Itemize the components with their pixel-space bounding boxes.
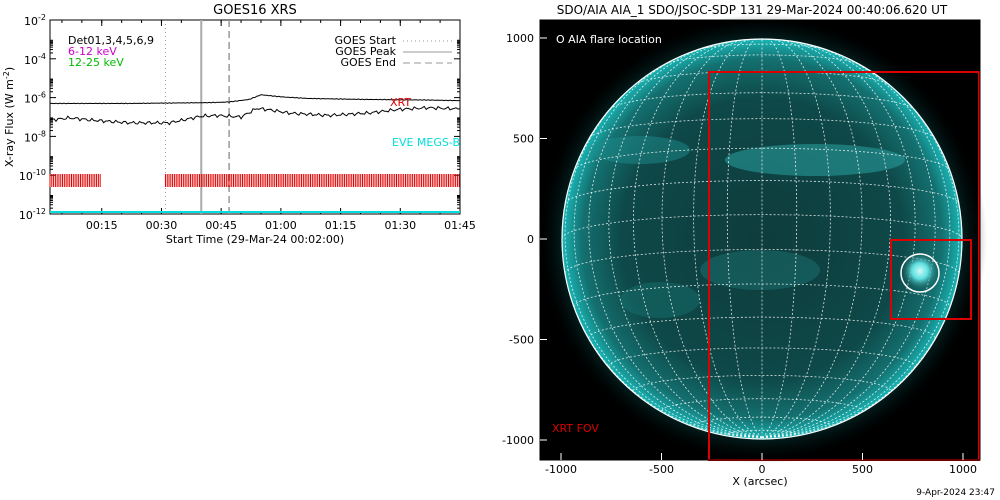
xrt-label: XRT [390, 96, 411, 109]
aia-x-axis-label: X (arcsec) [732, 475, 787, 488]
longitude-line [761, 39, 863, 438]
y-axis-label: X-ray Flux (W m-2) [2, 67, 16, 167]
latitude-line [726, 429, 798, 435]
longitude-line [588, 43, 763, 438]
goes-series [49, 94, 461, 126]
longitude-line [761, 41, 916, 438]
longitude-line [726, 39, 763, 438]
latitude-line [562, 214, 962, 240]
flare-zoom-box [890, 239, 972, 320]
goes-series-line-1 [49, 105, 461, 126]
goes-series-line-0 [50, 94, 460, 105]
legend-goes-end: GOES End [340, 56, 396, 69]
plot-frame [49, 19, 461, 215]
y-tick-label: 10-12 [19, 207, 46, 222]
y-tick-label: 10-4 [24, 52, 46, 67]
chart-title: GOES16 XRS [213, 3, 297, 18]
legend-left: Det01,3,4,5,6,9 6-12 keV 12-25 keV [68, 34, 154, 69]
y-tick-label: 10-10 [19, 168, 46, 183]
latitude-line [609, 92, 915, 110]
latitude-line [665, 54, 859, 65]
aia-y-tick-label: 1000 [506, 32, 534, 45]
longitude-line [693, 39, 763, 438]
longitude-line [761, 39, 798, 438]
longitude-line [661, 39, 763, 438]
aia-frame [539, 19, 981, 461]
legend-6-12-kev: 6-12 keV [68, 45, 117, 58]
aia-axis-ticks: -1000 -500 0 500 1000 1000 500 0 -500 -1000 [502, 32, 977, 476]
x-tick-label: 01:30 [384, 219, 416, 232]
x-tick-label: 00:30 [146, 219, 178, 232]
y-tick-label: 10-2 [24, 13, 46, 28]
longitude-line [632, 40, 763, 438]
aia-legend: O AIA flare location [556, 33, 662, 46]
legend-detectors: Det01,3,4,5,6,9 [68, 34, 154, 47]
aia-x-tick-label: -500 [649, 463, 674, 476]
legend-goes-peak: GOES Peak [335, 45, 396, 58]
legend-right: GOES Start GOES Peak GOES End [335, 34, 452, 69]
longitude-line [761, 50, 951, 438]
aia-x-tick-label: 1000 [949, 463, 977, 476]
y-tick-label: 10-6 [24, 91, 46, 106]
x-tick-label: 01:45 [444, 219, 476, 232]
x-axis-label: Start Time (29-Mar-24 00:02:00) [166, 233, 344, 246]
aia-y-tick-label: -500 [509, 334, 534, 347]
aia-x-tick-label: -1000 [545, 463, 577, 476]
aia-x-tick-label: 0 [759, 463, 766, 476]
longitude-line [761, 43, 936, 438]
legend-12-25-kev: 12-25 keV [68, 56, 124, 69]
y-axis-ticks: 10-2 10-4 10-6 10-8 10-10 10-12 [19, 13, 460, 222]
longitude-line [573, 50, 763, 438]
generation-timestamp: 9-Apr-2024 23:47 [916, 488, 995, 498]
x-tick-label: 00:45 [205, 219, 237, 232]
goes-xrs-chart: GOES16 XRS 10-2 10-4 10-6 10-8 10-10 10-12 00… [2, 3, 476, 246]
xrt-coverage-bars [49, 174, 460, 187]
x-tick-label: 01:15 [325, 219, 357, 232]
xrt-fov-label: XRT FOV [552, 422, 599, 435]
longitude-line [761, 39, 831, 438]
aia-y-tick-label: -1000 [502, 434, 534, 447]
aia-y-tick-label: 0 [527, 233, 534, 246]
longitude-line [608, 41, 763, 438]
aia-x-tick-label: 500 [852, 463, 873, 476]
aia-image-panel: SDO/AIA AIA_1 SDO/JSOC-SDP 131 29-Mar-20… [502, 3, 987, 488]
x-tick-label: 01:00 [265, 219, 297, 232]
longitude-line [761, 40, 892, 438]
aia-title: SDO/AIA AIA_1 SDO/JSOC-SDP 131 29-Mar-20… [557, 3, 948, 17]
y-tick-label: 10-8 [24, 129, 46, 144]
legend-goes-start: GOES Start [335, 34, 397, 47]
aia-y-tick-label: 500 [513, 133, 534, 146]
eve-label: EVE MEGS-B [392, 136, 460, 149]
x-tick-label: 00:15 [86, 219, 118, 232]
longitude-line [564, 75, 763, 438]
flare-glow [900, 251, 940, 291]
longitude-line [761, 75, 960, 438]
flare-location-circle [900, 253, 940, 293]
active-regions [590, 136, 905, 318]
